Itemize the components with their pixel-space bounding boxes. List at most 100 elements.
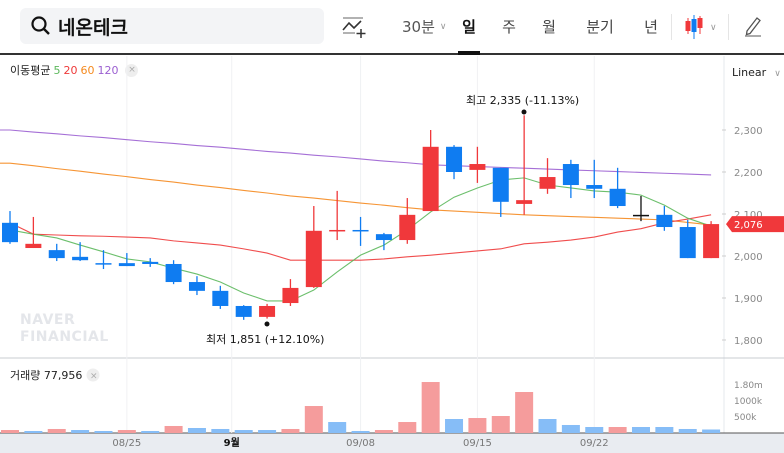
volume-bar (234, 430, 253, 433)
volume-bar (445, 419, 464, 433)
low-annotation: 최저 1,851 (+12.10%) (206, 333, 324, 346)
ma60-label: 60 (80, 63, 95, 77)
candle-body (539, 177, 556, 189)
candle-body (562, 164, 579, 186)
scale-label: Linear (732, 66, 767, 79)
volume-bar (421, 382, 440, 433)
x-tick-label: 9월 (224, 437, 240, 449)
volume-tick-label: 1.80m (734, 381, 763, 391)
volume-bar (374, 430, 393, 433)
candle-body (259, 305, 276, 317)
tab-month[interactable]: 월 (536, 0, 562, 53)
watermark: NAVER FINANCIAL (20, 312, 109, 345)
volume-bar (538, 419, 557, 433)
volume-bar (585, 427, 604, 433)
tab-label: 분기 (586, 18, 614, 36)
tab-label: 월 (542, 18, 556, 36)
stock-search[interactable]: 네온테크 (20, 8, 324, 44)
candle-body (492, 167, 509, 202)
last-price-label: 2,076 (734, 220, 763, 231)
x-tick-label: 09/15 (463, 438, 492, 449)
candle-body (235, 305, 252, 317)
volume-bar (398, 422, 417, 433)
volume-bar (631, 427, 650, 433)
candle-body (329, 229, 346, 232)
candle-body (446, 146, 463, 172)
tab-year[interactable]: 년 (638, 0, 664, 53)
candle-body (48, 250, 65, 259)
volume-bar (94, 431, 113, 433)
candle-body (165, 263, 182, 283)
candle-body (142, 261, 159, 264)
stock-name: 네온테크 (58, 16, 128, 39)
candle-body (399, 214, 416, 241)
candle-body (632, 214, 649, 217)
volume-bar (304, 406, 323, 433)
indicator-add-icon[interactable] (341, 16, 367, 40)
last-price-tag (726, 216, 784, 233)
svg-text:∨: ∨ (710, 23, 717, 33)
tab-label: 일 (462, 18, 476, 36)
candle-body (212, 290, 229, 306)
chart-header: 네온테크 30분 ∨ 일 주 월 분기 년 ∨ (0, 0, 784, 55)
candle-body (679, 227, 696, 259)
candle-body (656, 214, 673, 228)
low-marker (264, 321, 270, 327)
candle-body (469, 164, 486, 170)
x-tick-label: 09/08 (346, 438, 375, 449)
volume-bar (468, 418, 487, 433)
tab-quarter[interactable]: 분기 (582, 0, 618, 53)
y-tick-label: 2,000 (734, 252, 763, 263)
interval-label: 30분 (402, 18, 435, 36)
tab-day[interactable]: 일 (458, 0, 480, 55)
volume-tick-label: 500k (734, 413, 757, 423)
ma20-line (9, 214, 712, 261)
candle-body (72, 256, 89, 261)
divider (671, 14, 672, 40)
y-tick-label: 2,300 (734, 126, 763, 137)
ma5-label: 5 (53, 63, 61, 77)
volume-bar (141, 431, 160, 433)
ma-legend: 이동평균 5 20 60 120 × (10, 62, 139, 78)
volume-close-icon[interactable] (86, 368, 100, 382)
high-annotation: 최고 2,335 (-11.13%) (466, 94, 579, 107)
volume-tick-label: 1000k (734, 397, 763, 407)
search-icon (31, 16, 50, 35)
candle-body (375, 234, 392, 241)
ma5-line (9, 177, 712, 302)
candle-body (305, 230, 322, 288)
tab-label: 주 (502, 18, 516, 36)
volume-close-glyph: × (90, 372, 98, 382)
volume-bar (281, 428, 300, 433)
volume-bar (491, 416, 510, 433)
pencil-icon[interactable] (743, 15, 763, 37)
tab-week[interactable]: 주 (498, 0, 520, 53)
y-tick-label: 1,800 (734, 336, 763, 347)
candle-type-icon[interactable]: ∨ (684, 14, 724, 40)
date-axis-strip (0, 433, 784, 453)
volume-bar (678, 428, 697, 433)
volume-bar (187, 428, 206, 433)
scale-dropdown[interactable]: Linear ∨ (732, 66, 781, 79)
interval-dropdown[interactable]: 30분 ∨ (402, 0, 446, 53)
ma20-label: 20 (63, 63, 78, 77)
candle-body (703, 224, 720, 259)
candle-body (25, 243, 42, 249)
ma-legend-close-icon[interactable]: × (125, 63, 139, 77)
volume-bar (1, 430, 19, 433)
divider (728, 14, 729, 40)
candle-body (586, 185, 603, 189)
volume-bar (515, 392, 534, 433)
y-tick-label: 2,200 (734, 168, 763, 179)
volume-bar (351, 431, 370, 433)
candle-body (609, 188, 626, 207)
volume-bar (258, 430, 277, 433)
volume-bar (328, 422, 347, 433)
volume-label: 거래량 77,956 (10, 369, 82, 382)
volume-bar (47, 428, 66, 433)
ma120-label: 120 (97, 63, 119, 77)
candle-body (516, 200, 533, 204)
high-marker (521, 109, 527, 115)
volume-bar (702, 429, 721, 433)
candle-body (188, 282, 205, 291)
